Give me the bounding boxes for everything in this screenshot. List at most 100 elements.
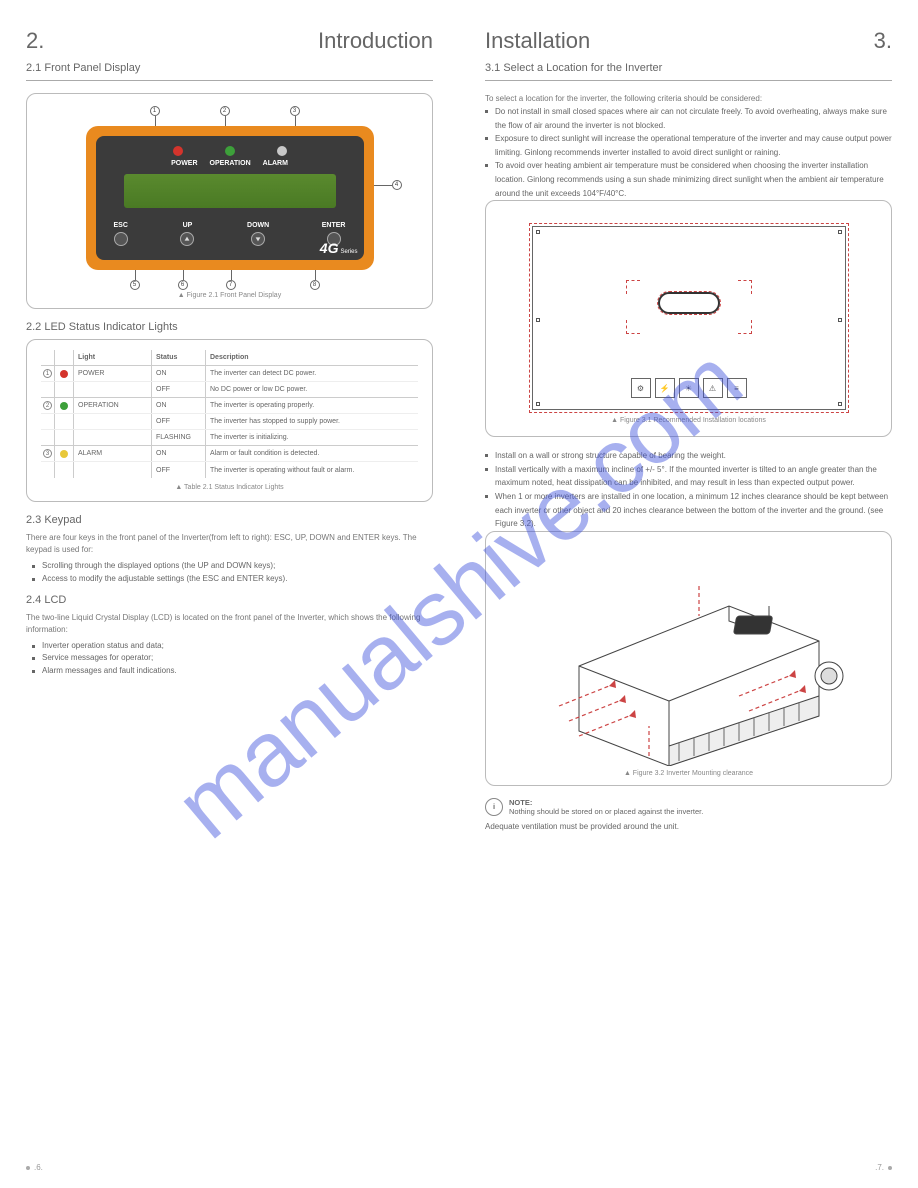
callout-dot: 4 xyxy=(392,180,402,190)
status-cell: FLASHING xyxy=(151,430,205,445)
note-block: i NOTE: Nothing should be stored on or p… xyxy=(485,798,892,816)
callout-dot: 3 xyxy=(290,106,300,116)
subsection-title: 2.4 LCD xyxy=(26,594,433,606)
divider xyxy=(26,80,433,81)
desc-cell: The inverter is operating without fault … xyxy=(205,462,418,478)
panel-bezel: POWER OPERATION ALARM ESC UP xyxy=(86,126,374,270)
keypad-list: Scrolling through the displayed options … xyxy=(26,560,433,586)
light-name: OPERATION xyxy=(73,398,151,413)
light-name: ALARM xyxy=(73,446,151,461)
brand-logo: 4GSeries xyxy=(320,240,358,256)
figure-caption: ▲ Figure 2.1 Front Panel Display xyxy=(37,292,422,299)
row-number: 3 xyxy=(43,449,52,458)
label-icon: ⚡ xyxy=(655,378,675,398)
inverter-isometric-icon xyxy=(519,546,859,766)
subsection-title: 2.2 LED Status Indicator Lights xyxy=(26,321,433,333)
figure-caption: ▲ Figure 3.2 Inverter Mounting clearance xyxy=(498,770,879,777)
led-dot-icon xyxy=(60,370,68,378)
list-item: Install vertically with a maximum inclin… xyxy=(485,463,892,490)
callout-dot: 7 xyxy=(226,280,236,290)
status-cell: ON xyxy=(151,446,205,461)
airflow-intro: Adequate ventilation must be provided ar… xyxy=(485,822,892,831)
figure-inverter-clearance: ▲ Figure 3.2 Inverter Mounting clearance xyxy=(485,531,892,786)
label-icon: ⚠ xyxy=(703,378,723,398)
lcd-screen xyxy=(124,174,336,208)
up-button[interactable]: UP xyxy=(180,222,194,246)
list-item: Install on a wall or strong structure ca… xyxy=(485,449,892,463)
callout-dot: 1 xyxy=(150,106,160,116)
esc-button[interactable]: ESC xyxy=(114,222,128,246)
page-number: .6. xyxy=(26,1163,433,1172)
callout-dot: 8 xyxy=(310,280,320,290)
info-icon: i xyxy=(485,798,503,816)
button-label: UP xyxy=(183,222,193,229)
status-cell: OFF xyxy=(151,462,205,478)
label-icon: ⚙ xyxy=(631,378,651,398)
light-name: POWER xyxy=(73,366,151,381)
subsection-title: 2.1 Front Panel Display xyxy=(26,62,433,74)
figure-wall-plate: ⚙ ⚡ ☀ ⚠ ≡ ▲ Figure 3.1 Recommended Insta… xyxy=(485,200,892,437)
desc-cell: The inverter has stopped to supply power… xyxy=(205,414,418,429)
led-dot-icon xyxy=(60,450,68,458)
subsection-title: 2.3 Keypad xyxy=(26,514,433,526)
table-header: Status xyxy=(151,350,205,365)
row-number: 2 xyxy=(43,401,52,410)
list-item: Alarm messages and fault indications. xyxy=(32,665,433,678)
status-cell: OFF xyxy=(151,414,205,429)
list-item: Exposure to direct sunlight will increas… xyxy=(485,132,892,159)
desc-cell: Alarm or fault condition is detected. xyxy=(205,446,418,461)
section-title: Introduction xyxy=(318,28,433,54)
led-operation xyxy=(225,146,235,156)
list-item: Service messages for operator; xyxy=(32,652,433,665)
divider xyxy=(485,80,892,81)
note-text: Nothing should be stored on or placed ag… xyxy=(509,807,703,816)
led-label: ALARM xyxy=(263,160,288,167)
list-item: To avoid over heating ambient air temper… xyxy=(485,159,892,200)
status-cell: ON xyxy=(151,366,205,381)
rating-labels: ⚙ ⚡ ☀ ⚠ ≡ xyxy=(631,378,747,398)
led-label: OPERATION xyxy=(210,160,251,167)
button-label: DOWN xyxy=(247,222,269,229)
callout-dot: 2 xyxy=(220,106,230,116)
list-item: Access to modify the adjustable settings… xyxy=(32,573,433,586)
list-item: Scrolling through the displayed options … xyxy=(32,560,433,573)
label-icon: ≡ xyxy=(727,378,747,398)
led-alarm xyxy=(277,146,287,156)
page-number: .7. xyxy=(485,1163,892,1172)
status-cell: OFF xyxy=(151,382,205,397)
keypad-intro: There are four keys in the front panel o… xyxy=(26,532,433,556)
down-button[interactable]: DOWN xyxy=(247,222,269,246)
location-intro: To select a location for the inverter, t… xyxy=(485,93,892,105)
led-label: POWER xyxy=(171,160,197,167)
section-number: 2. xyxy=(26,28,44,54)
location-criteria-list-2: Install on a wall or strong structure ca… xyxy=(485,449,892,531)
callout-dot: 6 xyxy=(178,280,188,290)
button-label: ENTER xyxy=(322,222,346,229)
button-label: ESC xyxy=(114,222,128,229)
lcd-intro: The two-line Liquid Crystal Display (LCD… xyxy=(26,612,433,636)
figure-front-panel: 1 2 3 4 5 6 7 8 xyxy=(26,93,433,309)
list-item: Do not install in small closed spaces wh… xyxy=(485,105,892,132)
led-power xyxy=(173,146,183,156)
table-header: Description xyxy=(205,350,418,365)
left-page: 2. Introduction 2.1 Front Panel Display … xyxy=(0,0,459,1188)
list-item: Inverter operation status and data; xyxy=(32,640,433,653)
desc-cell: The inverter is initializing. xyxy=(205,430,418,445)
page-spread: 2. Introduction 2.1 Front Panel Display … xyxy=(0,0,918,1188)
figure-caption: ▲ Figure 3.1 Recommended Installation lo… xyxy=(498,417,879,424)
callout-dot: 5 xyxy=(130,280,140,290)
subsection-title: 3.1 Select a Location for the Inverter xyxy=(485,62,892,74)
led-status-table: Light Status Description 1 POWER ON The … xyxy=(26,339,433,502)
location-criteria-list: Do not install in small closed spaces wh… xyxy=(485,105,892,200)
led-dot-icon xyxy=(60,402,68,410)
lcd-list: Inverter operation status and data; Serv… xyxy=(26,640,433,678)
table-caption: ▲ Table 2.1 Status Indicator Lights xyxy=(41,484,418,491)
table-header: Light xyxy=(73,350,151,365)
section-number: 3. xyxy=(874,28,892,54)
list-item: When 1 or more inverters are installed i… xyxy=(485,490,892,531)
status-cell: ON xyxy=(151,398,205,413)
mounting-slot xyxy=(658,292,720,314)
label-icon: ☀ xyxy=(679,378,699,398)
row-number: 1 xyxy=(43,369,52,378)
right-page: Installation 3. 3.1 Select a Location fo… xyxy=(459,0,918,1188)
